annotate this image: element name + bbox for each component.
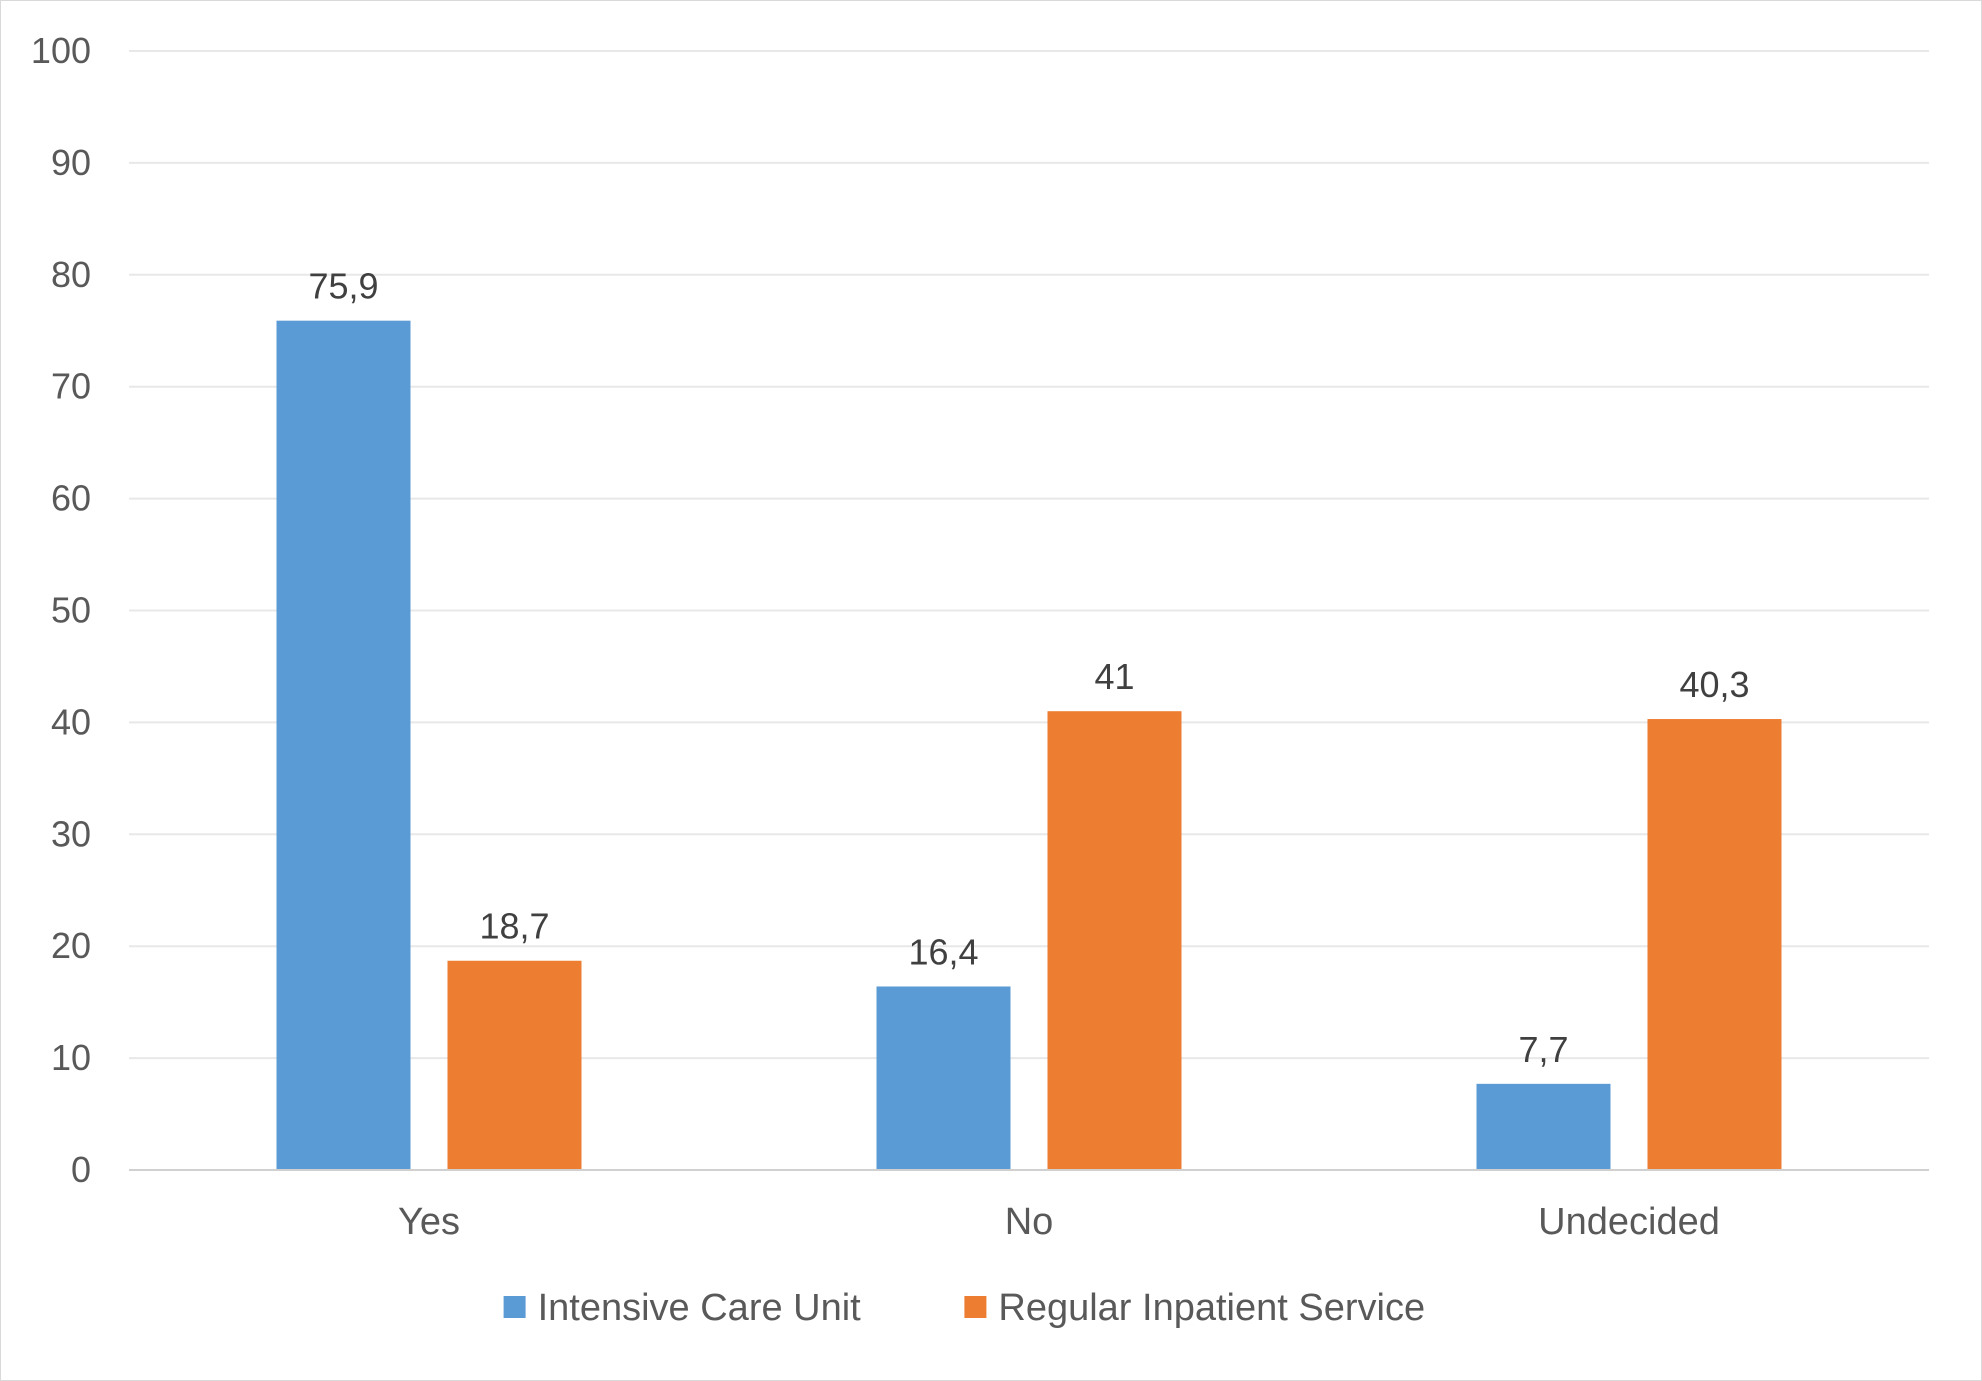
legend-swatch-series-1 [503, 1296, 526, 1318]
data-label-no-series-1: 16,4 [908, 931, 978, 972]
y-tick-label-60: 60 [51, 478, 91, 519]
x-category-label-yes: Yes [398, 1201, 460, 1243]
bar-undecided-series-2 [1647, 719, 1782, 1170]
bar-no-series-2 [1047, 711, 1182, 1170]
y-tick-label-90: 90 [51, 142, 91, 183]
legend-label-series-1: Intensive Care Unit [538, 1287, 862, 1329]
legend-label-series-2: Regular Inpatient Service [998, 1287, 1425, 1329]
x-category-label-no: No [1005, 1201, 1054, 1243]
y-tick-label-100: 100 [31, 30, 91, 71]
y-tick-label-20: 20 [51, 925, 91, 966]
bar-undecided-series-1 [1476, 1083, 1611, 1170]
data-label-undecided-series-2: 40,3 [1679, 664, 1749, 705]
y-tick-label-80: 80 [51, 254, 91, 295]
x-category-label-undecided: Undecided [1538, 1201, 1720, 1243]
data-label-yes-series-1: 75,9 [308, 266, 378, 307]
y-tick-label-30: 30 [51, 813, 91, 854]
bar-no-series-1 [876, 986, 1011, 1170]
legend: Intensive Care Unit Regular Inpatient Ser… [503, 1287, 1425, 1329]
y-axis-tick-labels: 0 10 20 30 40 50 60 70 80 90 100 [31, 30, 91, 1190]
data-label-yes-series-2: 18,7 [479, 906, 549, 947]
data-label-no-series-2: 41 [1094, 656, 1134, 697]
bar-yes-series-2 [447, 960, 582, 1170]
data-labels: 75,9 18,7 16,4 41 7,7 40,3 [308, 266, 1749, 1070]
x-axis-category-labels: Yes No Undecided [398, 1201, 1720, 1243]
y-tick-label-10: 10 [51, 1037, 91, 1078]
data-label-undecided-series-1: 7,7 [1518, 1029, 1568, 1070]
y-tick-label-50: 50 [51, 590, 91, 631]
y-tick-label-70: 70 [51, 366, 91, 407]
y-tick-label-40: 40 [51, 701, 91, 742]
legend-swatch-series-2 [964, 1296, 987, 1318]
bar-yes-series-1 [276, 320, 411, 1171]
gridlines [129, 50, 1929, 1060]
y-tick-label-0: 0 [71, 1149, 91, 1190]
bars [276, 320, 1782, 1171]
